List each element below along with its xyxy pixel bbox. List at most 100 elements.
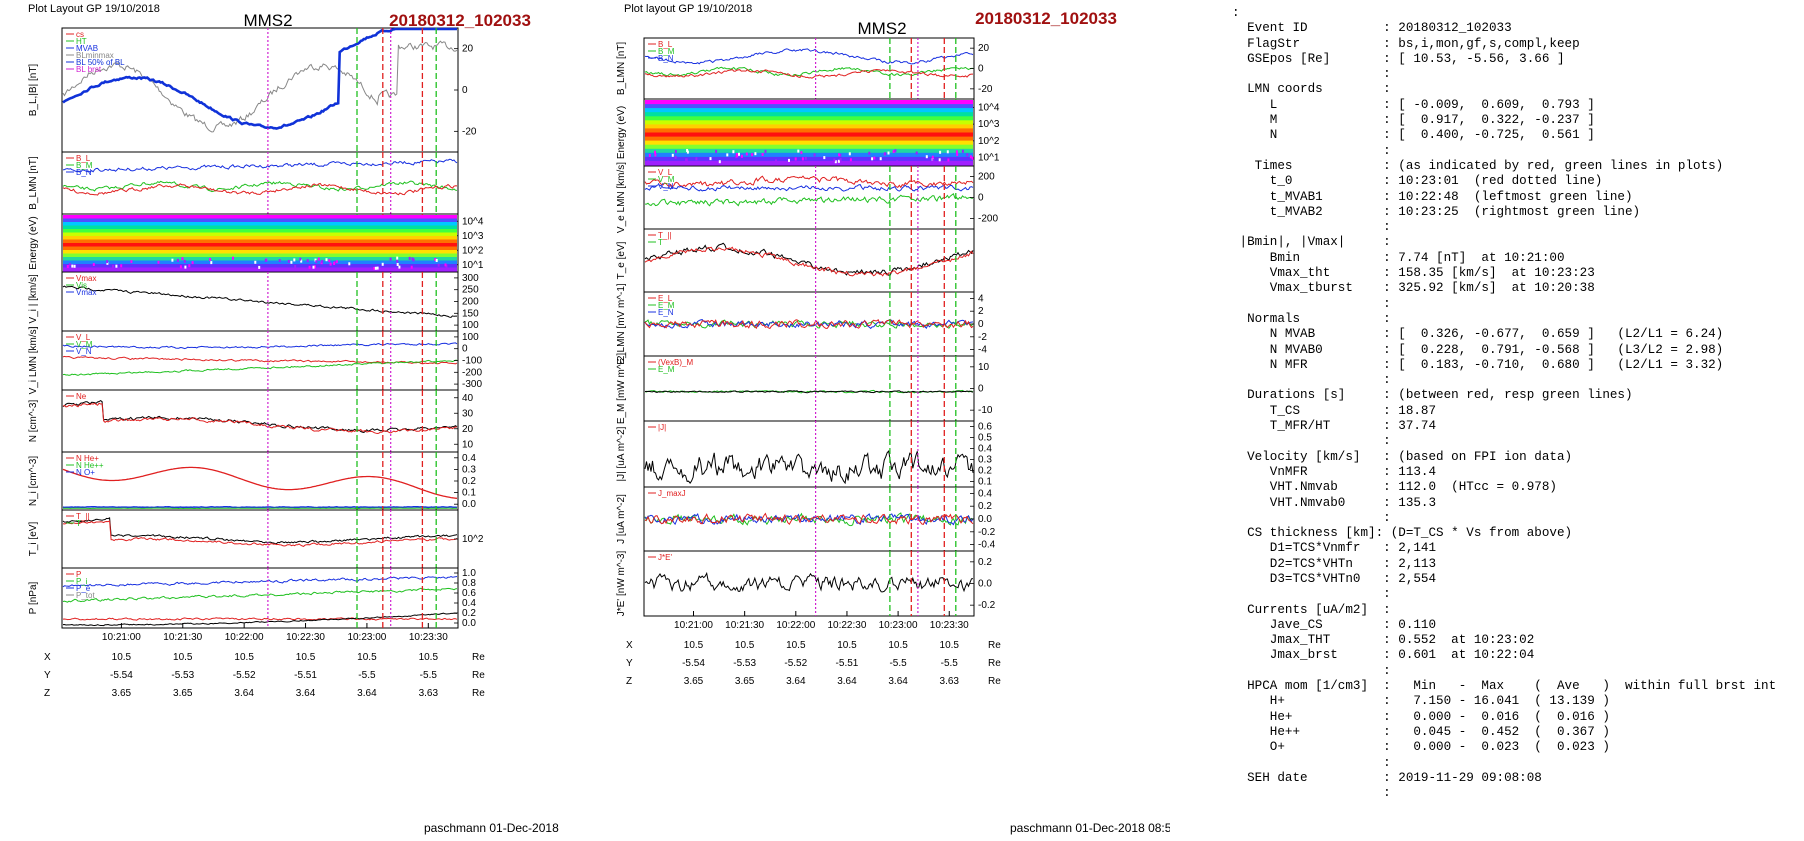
- spectrogram-speckle: [314, 258, 317, 262]
- y-axis-label: N_i [cm^-3]: [28, 456, 39, 506]
- spectrogram-speckle: [873, 156, 876, 160]
- x-tick-label: 10:22:00: [776, 620, 815, 631]
- summary-line: T_CS : 18.87: [1232, 403, 1437, 418]
- spectrogram-speckle: [66, 265, 69, 268]
- y-tick-label: 0: [462, 344, 468, 355]
- spectrogram-speckle: [376, 266, 379, 270]
- position-row-label: Y: [626, 658, 633, 669]
- y-tick-label: 150: [462, 308, 479, 319]
- y-axis-label: J*E' [nW m^-3]: [616, 551, 627, 617]
- panel-2: B_LMN [nT] B_LB_MB_N: [28, 151, 459, 215]
- summary-line: VnMFR : 113.4: [1232, 464, 1437, 479]
- position-value: -5.51: [294, 670, 317, 681]
- spectrogram-speckle: [315, 260, 318, 264]
- spectrogram-speckle: [671, 153, 674, 157]
- spectrogram-speckle: [800, 151, 803, 155]
- left-time-axis: 10:21:00 10:21:30 10:22:00 10:22:30 10:23:00…: [44, 623, 485, 699]
- summary-line: Event ID : 20180312_102033: [1232, 21, 1512, 36]
- legend-entry: T: [658, 238, 663, 247]
- position-value: 3.64: [837, 676, 857, 687]
- spectrogram-speckle: [411, 257, 414, 261]
- spectrogram-speckle: [961, 149, 964, 153]
- spectrogram-speckle: [398, 265, 401, 269]
- y-tick-label: 0.0: [462, 499, 476, 510]
- spectrogram-speckle: [396, 256, 399, 260]
- summary-line: :: [1232, 6, 1240, 20]
- summary-line: :: [1232, 220, 1391, 235]
- y-tick-label: -20: [978, 84, 993, 95]
- y-tick-label: 0.2: [978, 501, 992, 512]
- position-value: 3.64: [357, 688, 377, 699]
- spectrogram-band: [63, 225, 457, 230]
- left-spacecraft: MMS2: [243, 11, 292, 30]
- y-tick-label: 10^2: [462, 245, 484, 256]
- spectrogram-speckle: [839, 153, 842, 157]
- panel-frame: [643, 355, 975, 422]
- spectrogram-band: [63, 222, 457, 227]
- summary-line: :: [1232, 296, 1391, 311]
- spectrogram-speckle: [325, 258, 328, 262]
- panel-frame: [643, 37, 975, 100]
- spectrogram-band: [645, 136, 973, 142]
- spectrogram-speckle: [209, 258, 212, 261]
- summary-line: VHT.Nmvab0 : 135.3: [1232, 495, 1437, 510]
- position-value: 10.5: [419, 652, 439, 663]
- spectrogram-speckle: [966, 153, 969, 157]
- y-tick-label: 0: [978, 319, 984, 330]
- summary-line: FlagStr : bs,i,mon,gf,s,compl,keep: [1232, 36, 1580, 51]
- summary-line: N MFR : [ 0.183, -0.710, 0.680 ] (L2/L1 …: [1232, 357, 1724, 372]
- spectrogram-band: [63, 215, 457, 220]
- spectrogram-speckle: [947, 158, 950, 162]
- spectrogram-speckle: [801, 157, 804, 161]
- y-axis-label: E_LMN [mV m^-1]: [616, 283, 627, 365]
- legend-entry: B_M: [76, 161, 93, 170]
- position-value: 10.5: [888, 640, 908, 651]
- y-tick-label: 100: [462, 320, 479, 331]
- y-tick-label: 0.8: [462, 578, 476, 589]
- legend-entry: E_L: [658, 294, 673, 303]
- spectrogram-speckle: [788, 158, 790, 162]
- summary-line: N MVAB0 : [ 0.228, 0.791, -0.568 ] (L3/L…: [1232, 342, 1724, 357]
- legend-entry: MVAB: [76, 44, 98, 53]
- y-tick-label: 0.0: [462, 618, 476, 629]
- position-value: -5.52: [784, 658, 807, 669]
- legend-entry: N He+: [76, 454, 99, 463]
- spectrogram-band: [63, 243, 457, 248]
- legend-entry: P: [76, 570, 81, 579]
- spectrogram-speckle: [408, 256, 411, 260]
- legend-entry: HT: [76, 37, 87, 46]
- summary-line: H+ : 7.150 - 16.041 ( 13.139 ): [1232, 694, 1610, 709]
- spectrogram-band: [645, 160, 973, 166]
- y-tick-label: 4: [978, 293, 984, 304]
- position-value: 3.65: [735, 676, 755, 687]
- energy-spectrogram: [645, 100, 974, 166]
- legend-entry: E_M: [658, 301, 675, 310]
- spectrogram-speckle: [73, 264, 76, 268]
- spectrogram-speckle: [71, 266, 74, 270]
- summary-line: He++ : 0.045 - 0.452 ( 0.367 ): [1232, 724, 1610, 739]
- summary-line: N MVAB : [ 0.326, -0.677, 0.659 ] (L2/L1…: [1232, 327, 1724, 342]
- y-tick-label: 0: [978, 193, 984, 204]
- summary-line: Jave_CS : 0.110: [1232, 617, 1437, 632]
- spectrogram-speckle: [925, 155, 928, 159]
- y-tick-label: -10: [978, 405, 993, 416]
- legend-entry: (VexB)_M: [658, 358, 693, 367]
- spectrogram-speckle: [306, 259, 309, 263]
- y-axis-label: V_e LMN [km/s]: [616, 162, 627, 233]
- position-unit: Re: [988, 658, 1001, 669]
- position-value: 3.64: [296, 688, 316, 699]
- y-tick-label: -2: [978, 332, 987, 343]
- y-axis-label: Energy (eV): [28, 216, 39, 269]
- spectrogram-band: [63, 232, 457, 237]
- position-value: 10.5: [735, 640, 755, 651]
- right-event-id: 20180312_102033: [975, 9, 1117, 28]
- spectrogram-speckle: [68, 263, 71, 266]
- y-tick-label: 0.4: [462, 453, 476, 464]
- position-value: 10.5: [684, 640, 704, 651]
- spectrogram-speckle: [838, 153, 841, 157]
- spectrogram-speckle: [686, 150, 689, 154]
- summary-line: Jmax_THT : 0.552 at 10:23:02: [1232, 633, 1535, 648]
- spectrogram-speckle: [647, 160, 650, 164]
- y-axis-label: | V_i | [km/s]: [28, 274, 39, 329]
- legend-entry: B_L: [76, 154, 91, 163]
